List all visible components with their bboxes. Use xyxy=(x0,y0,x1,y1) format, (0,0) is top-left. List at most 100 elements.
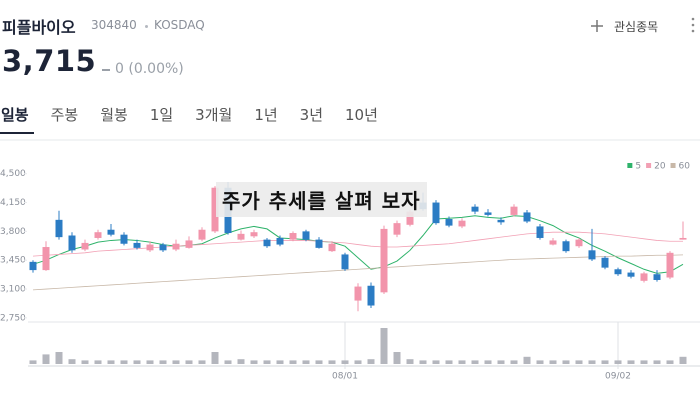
plus-icon[interactable] xyxy=(590,19,604,33)
candle-body xyxy=(250,232,258,237)
candle-body xyxy=(601,257,609,268)
watch-button[interactable]: 관심종목 xyxy=(614,20,659,34)
volume-bar xyxy=(341,360,349,364)
volume-bar xyxy=(172,360,180,364)
y-tick-label: 4,500 xyxy=(0,169,26,179)
candle-body xyxy=(510,206,518,215)
candle-body xyxy=(133,242,141,248)
more-icon[interactable] xyxy=(690,17,696,33)
candle-body xyxy=(185,240,193,248)
volume-bar xyxy=(575,360,583,364)
volume-bar xyxy=(497,360,505,364)
legend-label: 60 xyxy=(679,162,691,172)
x-tick-label: 08/01 xyxy=(332,372,358,382)
y-tick-label: 3,450 xyxy=(0,256,26,266)
candle-body xyxy=(146,244,154,251)
volume-bar xyxy=(276,360,284,364)
volume-bar xyxy=(224,360,232,364)
volume-bar xyxy=(406,359,414,364)
volume-bar xyxy=(289,360,297,364)
volume-bar xyxy=(445,360,453,364)
period-tabs: 일봉 주봉 월봉 1일 3개월 1년 3년 10년 xyxy=(0,104,389,125)
volume-bar xyxy=(367,359,375,364)
legend-label: 20 xyxy=(654,162,666,172)
period-tab[interactable]: 1일 xyxy=(149,106,174,124)
candle-body xyxy=(55,219,63,238)
candle-body xyxy=(107,229,115,235)
volume-bar xyxy=(588,360,596,364)
volume-bar xyxy=(471,360,479,364)
volume-bar xyxy=(484,360,492,364)
candle-body xyxy=(536,226,544,238)
period-tab[interactable]: 월봉 xyxy=(100,106,128,124)
period-tab[interactable]: 일봉 xyxy=(1,106,29,124)
candle-body xyxy=(68,235,76,251)
legend-swatch xyxy=(670,163,676,168)
volume-bar xyxy=(68,359,76,364)
x-tick-label: 09/02 xyxy=(605,372,631,382)
volume-bar xyxy=(523,356,531,364)
volume-bar xyxy=(146,360,154,364)
volume-bar xyxy=(601,360,609,364)
candle-body xyxy=(484,212,492,215)
candle-body xyxy=(458,220,466,227)
candle-body xyxy=(159,244,167,251)
candle-body xyxy=(289,233,297,240)
candle-body xyxy=(328,243,336,252)
period-tab[interactable]: 3년 xyxy=(299,106,324,124)
candle-body xyxy=(497,219,505,223)
y-tick-label: 3,800 xyxy=(0,227,26,237)
volume-bar xyxy=(315,360,323,364)
period-tab[interactable]: 1년 xyxy=(254,106,278,124)
candle-body xyxy=(302,231,310,240)
volume-bar xyxy=(29,360,37,364)
volume-bar xyxy=(302,360,310,364)
candle-body xyxy=(42,247,50,271)
price-change: 0 (0.00%) xyxy=(115,61,184,77)
candle-body xyxy=(523,212,531,222)
volume-bar xyxy=(250,360,258,364)
candle-body xyxy=(562,241,570,252)
volume-bar xyxy=(42,354,50,364)
volume-bar xyxy=(549,360,557,364)
separator-dot xyxy=(145,25,148,28)
volume-bar xyxy=(263,360,271,364)
y-tick-label: 3,100 xyxy=(0,285,26,295)
legend-swatch xyxy=(646,163,652,168)
legend-label: 5 xyxy=(635,162,641,172)
candle-body xyxy=(237,233,245,240)
candle-body xyxy=(679,237,687,240)
candle-body xyxy=(627,272,635,277)
moving-average-line xyxy=(32,215,684,274)
candle-body xyxy=(81,242,89,250)
period-tab[interactable]: 주봉 xyxy=(50,106,79,124)
volume-bar xyxy=(107,360,115,364)
moving-average-line xyxy=(32,254,684,291)
y-tick-label: 4,150 xyxy=(0,198,26,208)
volume-bar xyxy=(536,360,544,364)
volume-bar xyxy=(94,360,102,364)
volume-bar xyxy=(653,360,661,364)
candle-body xyxy=(276,237,284,245)
candle-body xyxy=(471,206,479,212)
volume-bar xyxy=(419,360,427,364)
volume-bar xyxy=(198,360,206,364)
volume-bar xyxy=(679,356,687,364)
volume-bar xyxy=(55,352,63,364)
volume-bar xyxy=(614,360,622,364)
period-tab[interactable]: 10년 xyxy=(345,106,378,124)
market: KOSDAQ xyxy=(154,18,205,32)
period-tab[interactable]: 3개월 xyxy=(195,106,233,124)
candle-body xyxy=(29,261,37,271)
volume-bar xyxy=(237,359,245,364)
active-tab-underline xyxy=(0,132,34,134)
volume-bar xyxy=(185,360,193,364)
candle-body xyxy=(406,211,414,225)
candle-body xyxy=(432,202,440,224)
volume-bar xyxy=(81,360,89,364)
volume-bar xyxy=(562,360,570,364)
candle-body xyxy=(393,223,401,235)
volume-bar xyxy=(627,360,635,364)
volume-bar xyxy=(458,360,466,364)
